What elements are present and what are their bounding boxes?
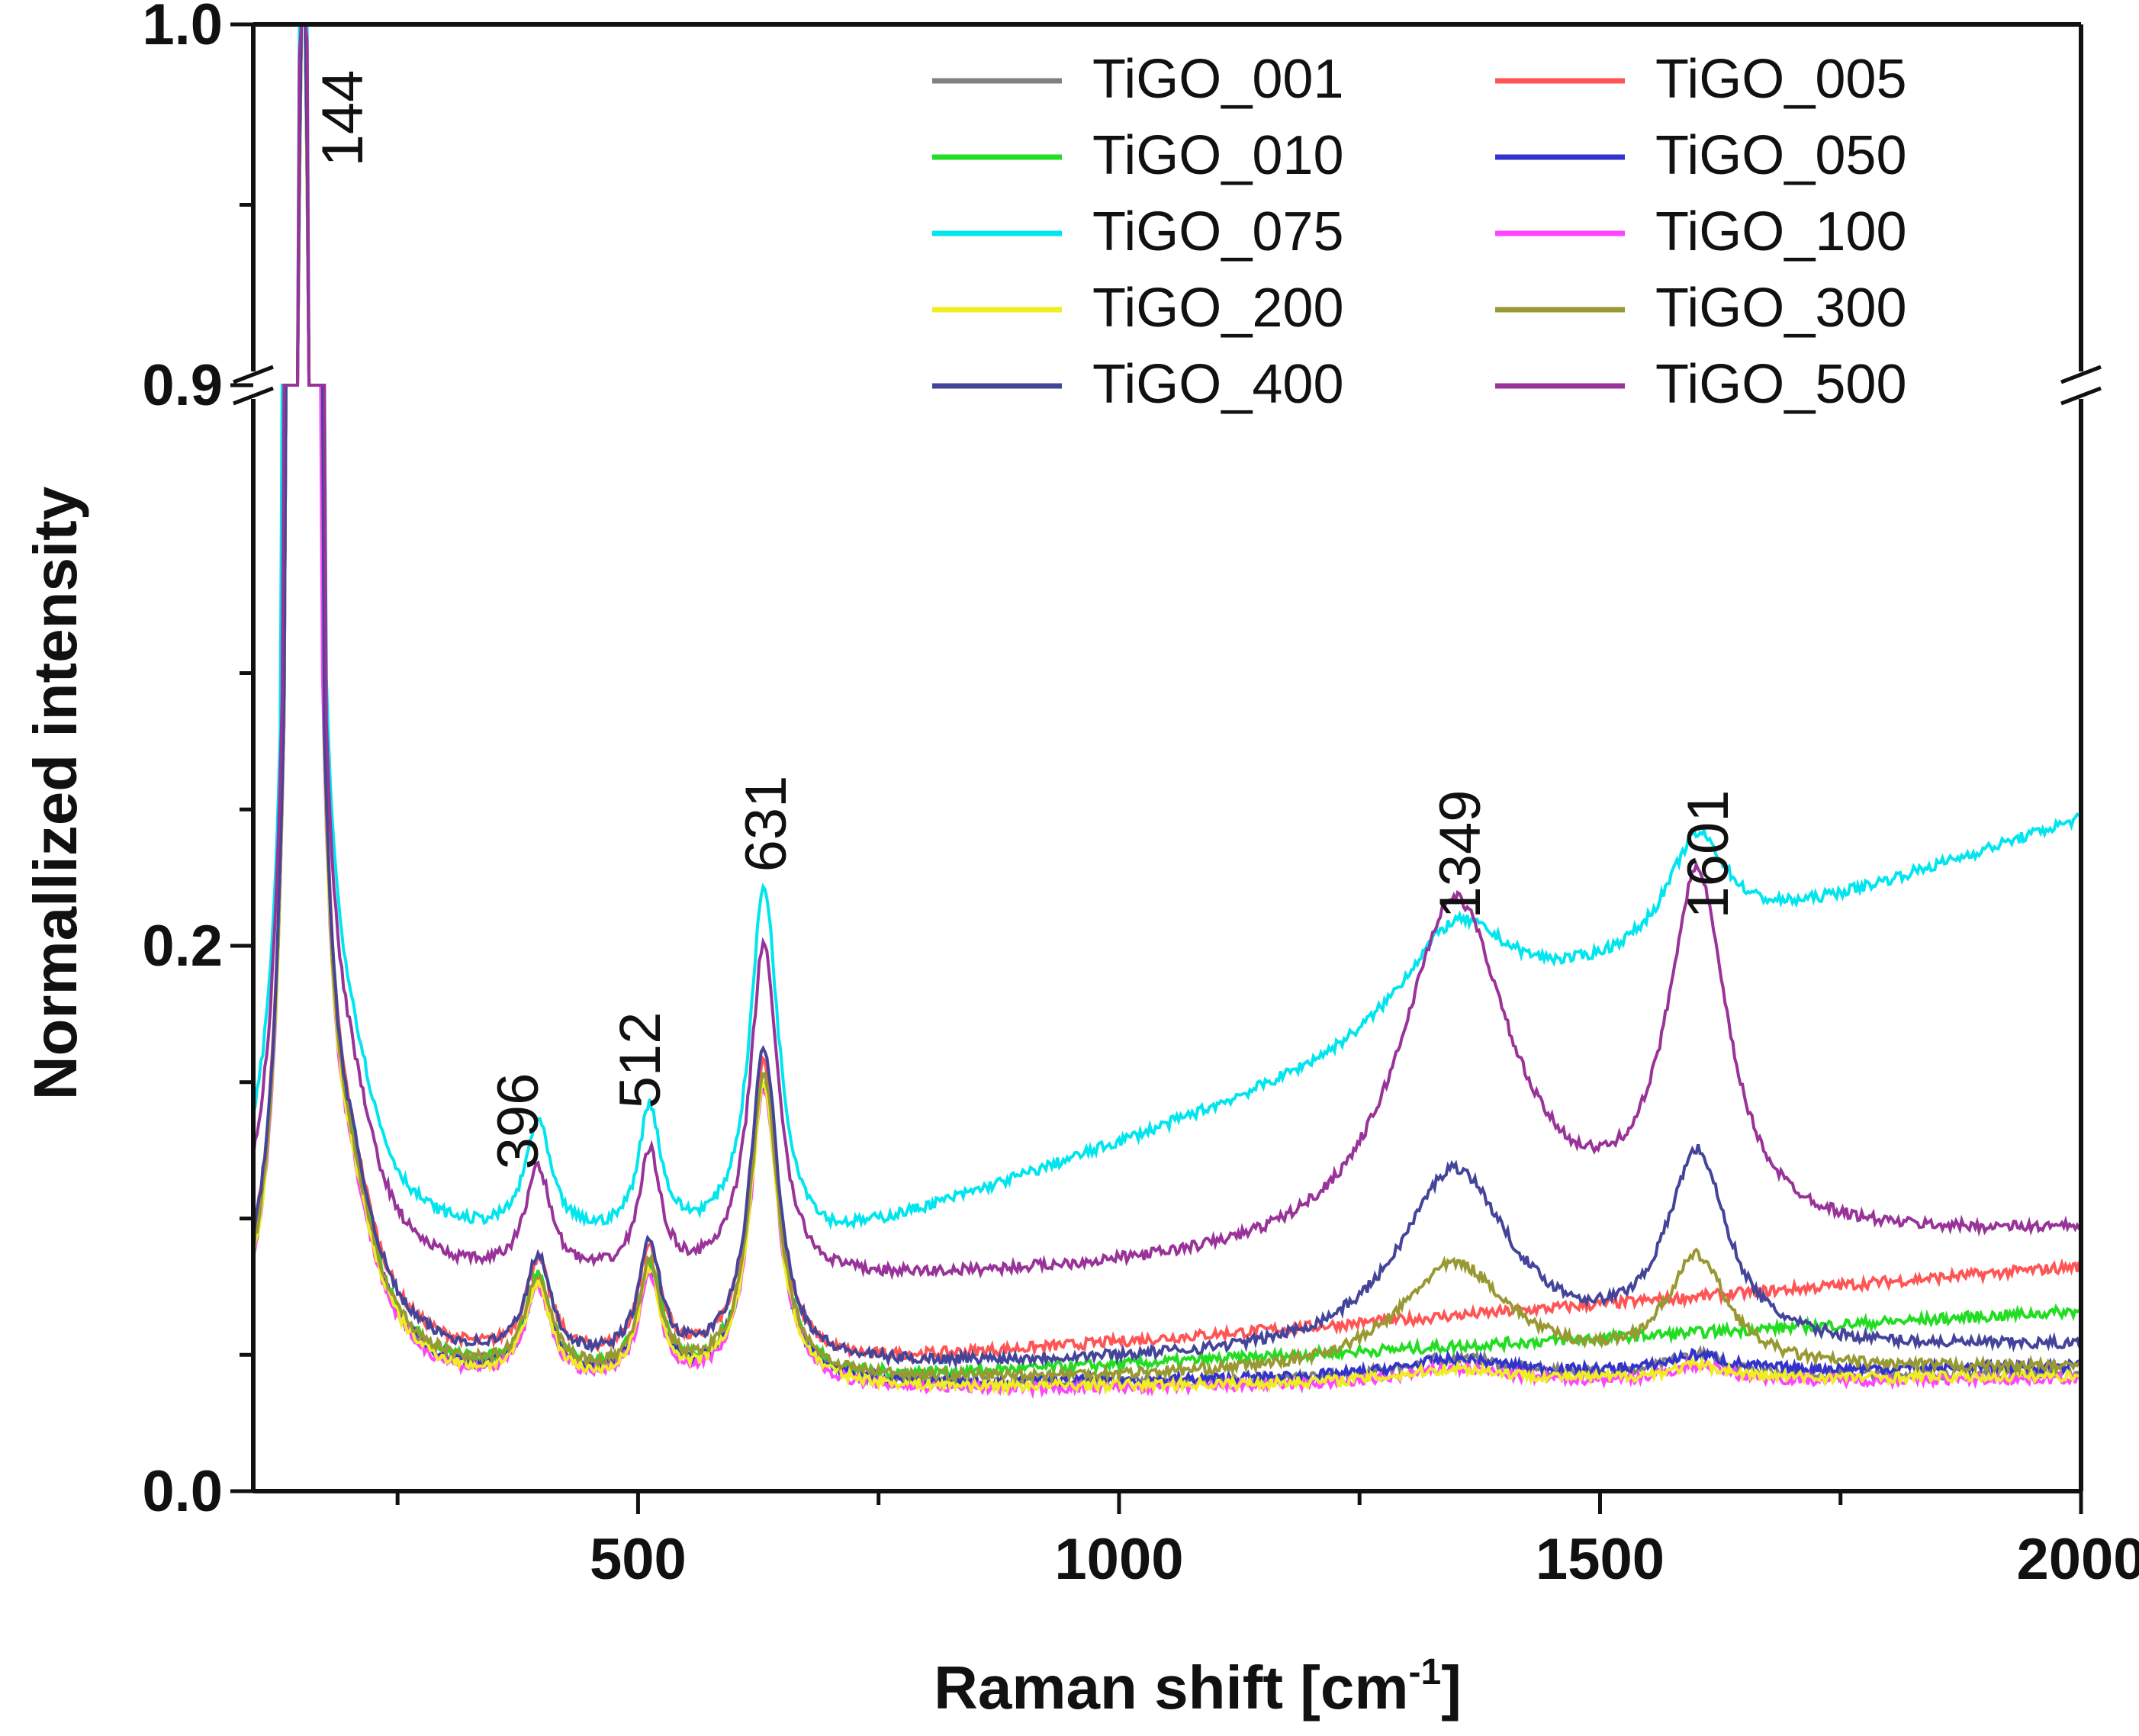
labels-layer: Raman shift [cm-1] Normallized intensity 1… (21, 70, 1741, 1722)
y-tick-label: 0.0 (142, 1459, 223, 1524)
peak-label-631: 631 (734, 776, 799, 873)
legend-label-tigo_050: TiGO_050 (1655, 125, 1906, 186)
legend-label-tigo_001: TiGO_001 (1092, 49, 1343, 110)
y-tick-label: 1.0 (142, 0, 223, 57)
axis-break-mark (233, 365, 274, 384)
series-layer (253, 24, 2081, 1400)
x-axis-title-suffix: ] (1441, 1654, 1462, 1722)
series-line-tigo_400 (253, 24, 2081, 1369)
series-line-tigo_200 (253, 24, 2081, 1397)
peak-label-1601: 1601 (1676, 789, 1741, 918)
peak-label-1349: 1349 (1428, 789, 1493, 918)
axis-break-mark (233, 386, 274, 406)
legend-label-tigo_500: TiGO_500 (1655, 354, 1906, 415)
series-line-tigo_075 (253, 24, 2081, 1230)
axis-break-mark (2060, 386, 2102, 406)
peak-label-512: 512 (608, 1012, 673, 1109)
x-axis-title-superscript: -1 (1409, 1652, 1442, 1693)
series-line-tigo_500 (253, 24, 2081, 1281)
x-tick-label: 1500 (1536, 1527, 1665, 1592)
legend: TiGO_001 TiGO_005 TiGO_010 TiGO_050 TiGO_075… (932, 49, 1906, 415)
peak-label-396: 396 (486, 1073, 551, 1170)
y-tick-label: 0.2 (142, 914, 223, 979)
legend-label-tigo_300: TiGO_300 (1655, 278, 1906, 339)
legend-label-tigo_400: TiGO_400 (1092, 354, 1343, 415)
legend-label-tigo_075: TiGO_075 (1092, 201, 1343, 262)
legend-label-tigo_005: TiGO_005 (1655, 49, 1906, 110)
axis-break-mark (2060, 365, 2102, 384)
legend-label-tigo_010: TiGO_010 (1092, 125, 1343, 186)
legend-label-tigo_200: TiGO_200 (1092, 278, 1343, 339)
legend-label-tigo_100: TiGO_100 (1655, 201, 1906, 262)
y-axis-title: Normallized intensity (21, 486, 89, 1100)
series-line-tigo_300 (253, 24, 2081, 1386)
x-axis-title: Raman shift [cm-1] (934, 1652, 1462, 1722)
x-tick-label: 500 (590, 1527, 687, 1592)
axes-layer: 500 1000 1500 2000 0.0 0.2 0.9 1.0 (142, 0, 2139, 1592)
y-tick-label: 0.9 (142, 353, 223, 418)
peak-label-144: 144 (310, 70, 375, 167)
x-tick-label: 2000 (2016, 1527, 2139, 1592)
x-tick-label: 1000 (1054, 1527, 1183, 1592)
